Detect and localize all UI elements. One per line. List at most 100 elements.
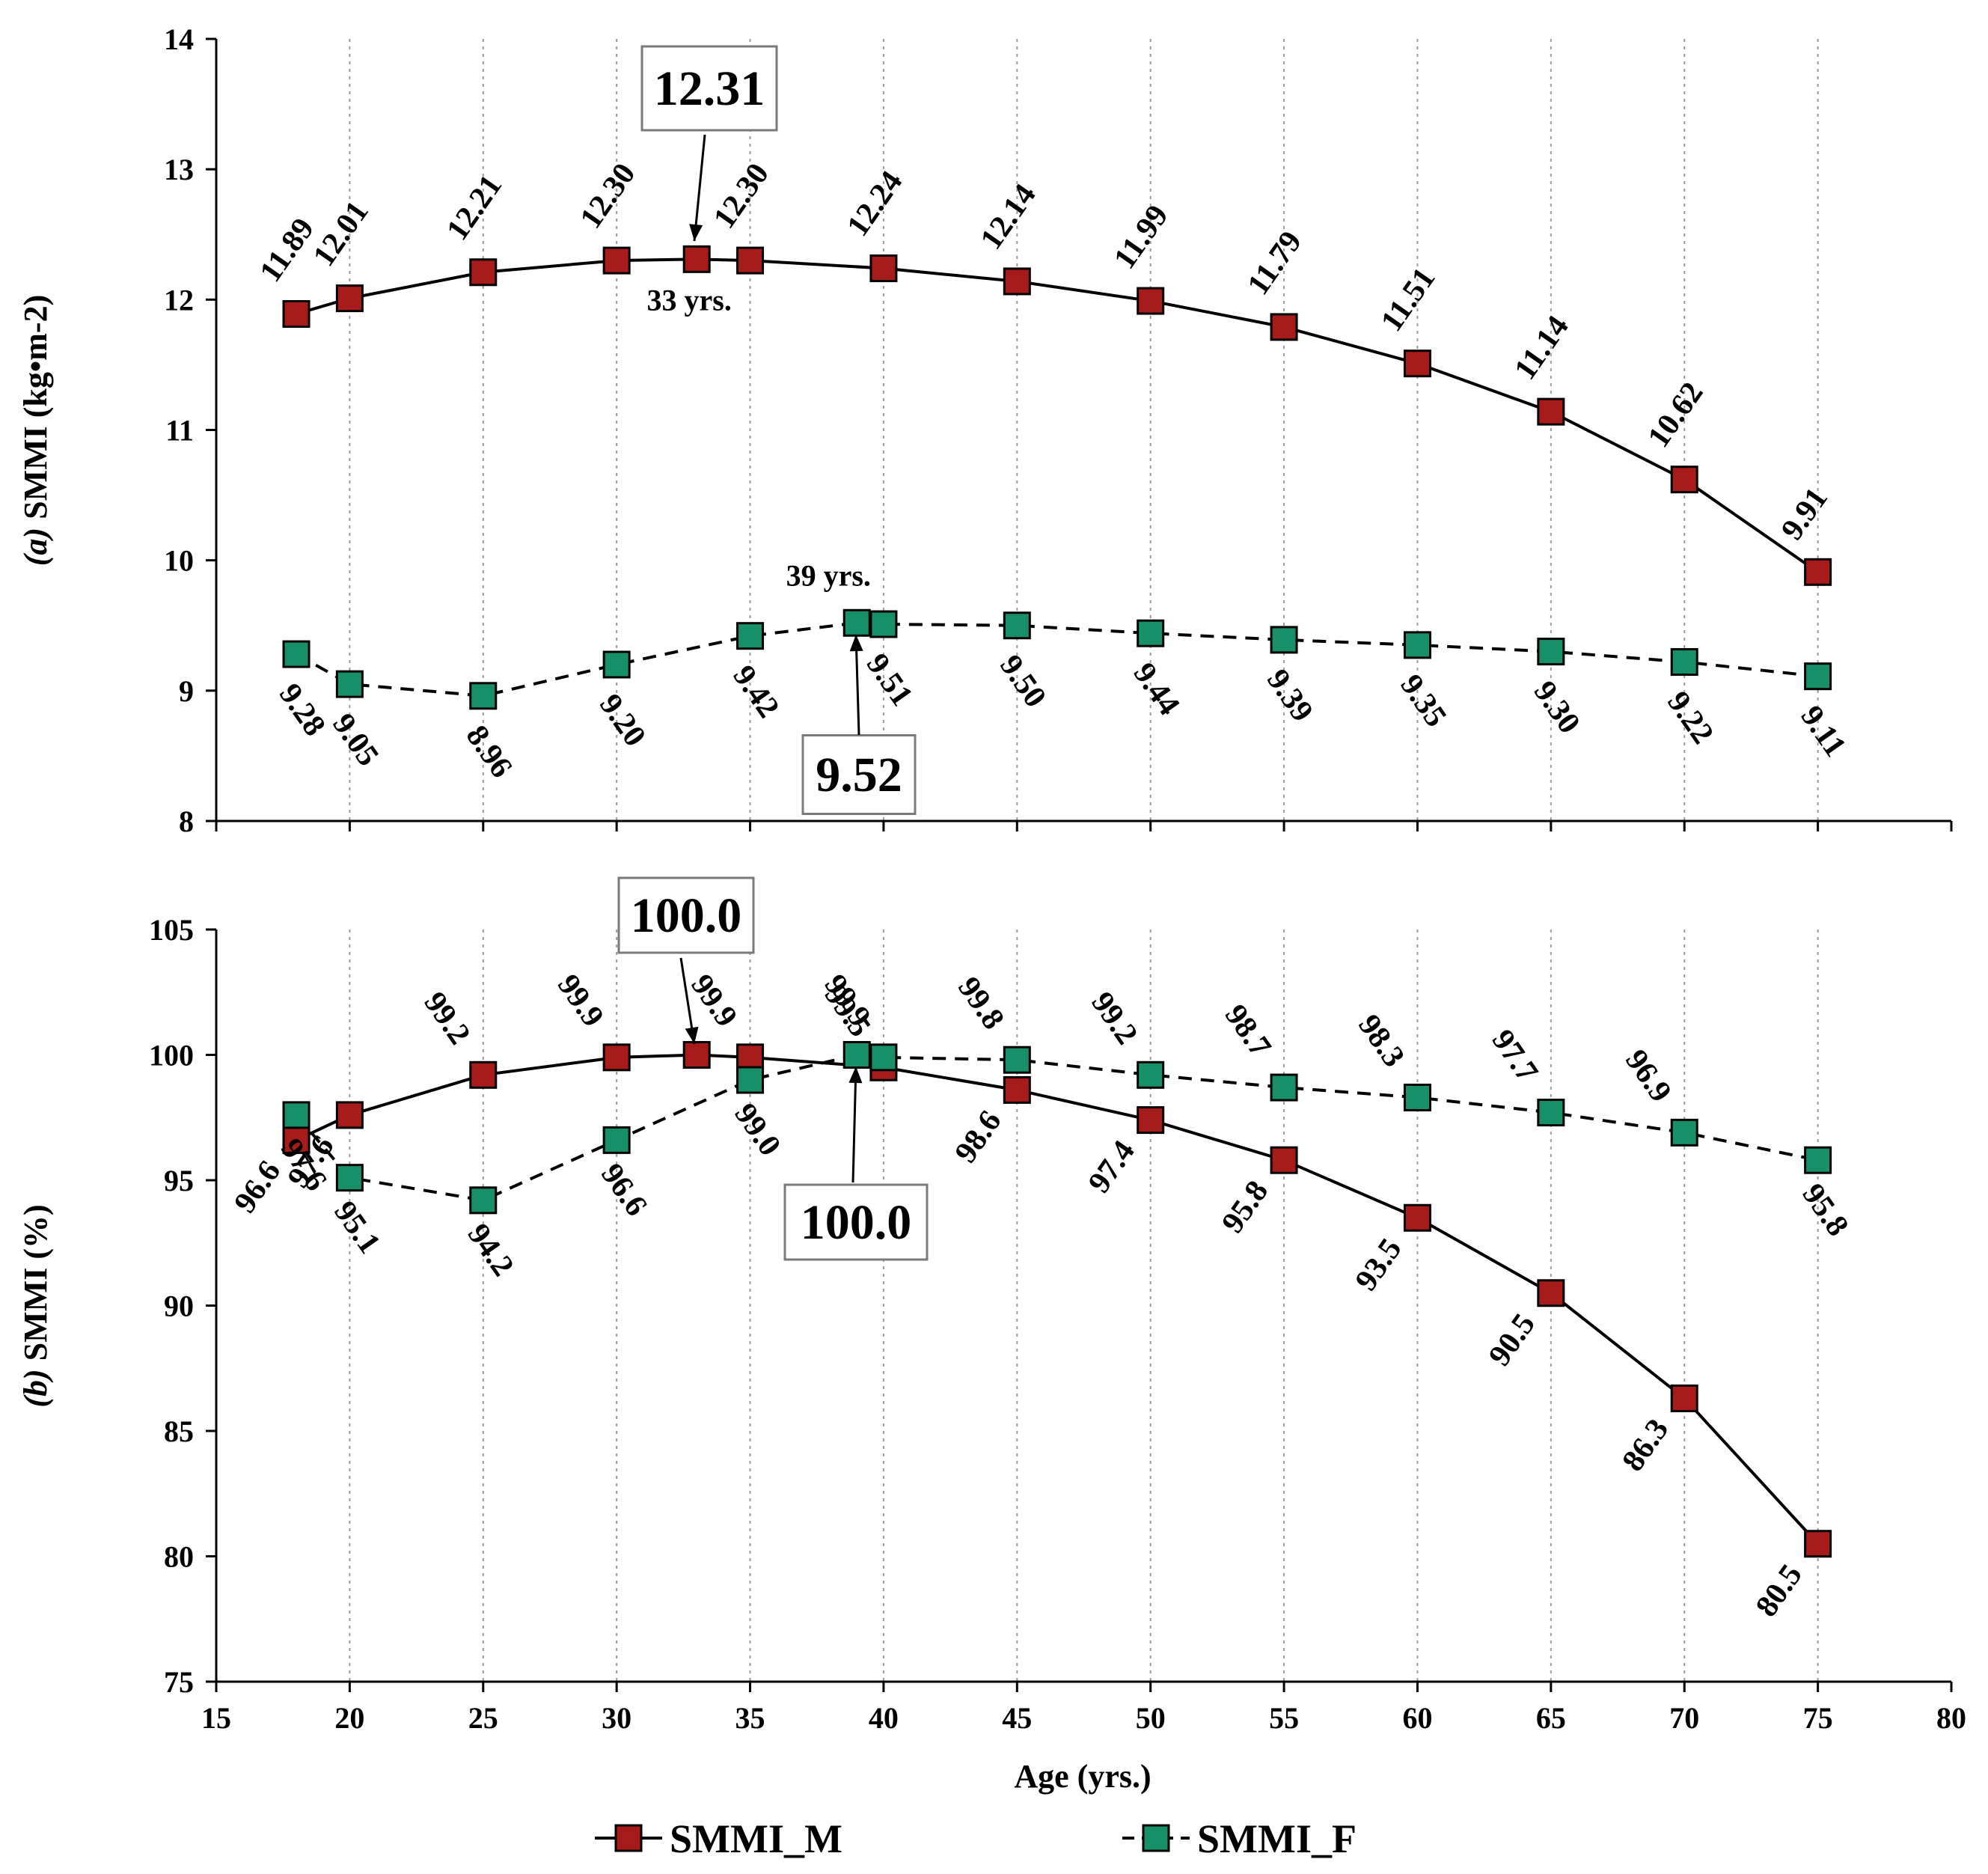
data-point	[335, 284, 364, 313]
x-tick-label: 25	[468, 1701, 498, 1735]
data-point	[1270, 313, 1298, 341]
data-label: 12.21	[440, 169, 509, 247]
callout-arrowhead	[685, 1026, 699, 1044]
callout-box	[640, 45, 778, 132]
data-point	[1670, 1384, 1698, 1412]
y-axis-title: (b) SMMI (%)	[17, 1204, 54, 1407]
data-point	[1670, 1118, 1698, 1147]
panel-b: 75 80 85 90 95 100 105 15 20 25 30 35 40 45 50 55 60 65 70…	[17, 876, 1966, 1735]
y-tick-label: 9	[179, 674, 194, 708]
data-label: 95.8	[1795, 1178, 1855, 1243]
data-label: 98.7	[1218, 998, 1278, 1063]
data-label: 9.11	[1793, 700, 1853, 763]
y-tick-label: 85	[164, 1414, 194, 1448]
data-point	[1003, 267, 1031, 296]
data-label: 98.3	[1351, 1009, 1411, 1074]
data-label: 9.42	[726, 659, 786, 724]
y-tick-label: 13	[164, 153, 194, 186]
data-label: 12.14	[974, 178, 1043, 256]
data-label: 96.9	[1618, 1043, 1678, 1108]
callout-value: 9.52	[816, 748, 902, 802]
data-point	[1137, 619, 1165, 647]
data-point	[1403, 1203, 1431, 1232]
data-point	[469, 1186, 498, 1215]
data-label: 12.24	[840, 165, 909, 242]
data-point	[1804, 1530, 1832, 1558]
callout-arrow	[854, 634, 860, 736]
data-point	[1804, 662, 1832, 691]
data-label: 11.14	[1508, 310, 1576, 386]
callout-arrowhead	[849, 635, 863, 652]
data-point	[682, 1041, 711, 1069]
data-point	[869, 610, 898, 638]
y-tick-label: 95	[164, 1164, 194, 1197]
data-point	[602, 650, 631, 679]
data-point	[1537, 1099, 1565, 1127]
data-point	[1003, 1075, 1031, 1104]
x-tick-label: 80	[1936, 1701, 1966, 1735]
data-label: 9.05	[325, 707, 385, 772]
series-line-smmi-m	[296, 257, 1819, 573]
data-label: 9.35	[1393, 668, 1453, 733]
data-label: 95.1	[327, 1195, 387, 1260]
data-point	[1270, 1146, 1298, 1174]
peak-age-note: 39 yrs.	[786, 558, 871, 592]
callout-box	[783, 1183, 929, 1261]
y-tick-label: 80	[164, 1540, 194, 1574]
data-point	[602, 1126, 631, 1154]
x-tick-label: 40	[869, 1701, 899, 1735]
data-label: 9.39	[1260, 663, 1320, 728]
series-line-smmi-m	[296, 1053, 1820, 1545]
y-tick-label: 75	[164, 1665, 194, 1699]
y-tick-label: 100	[149, 1039, 194, 1072]
x-tick-label: 70	[1669, 1701, 1699, 1735]
callout-value: 12.31	[654, 61, 765, 116]
data-label: 93.5	[1349, 1233, 1409, 1298]
data-point	[682, 245, 711, 273]
x-tick-label: 65	[1536, 1701, 1566, 1735]
data-point	[1403, 1083, 1431, 1111]
x-tick-label: 60	[1402, 1701, 1432, 1735]
data-label: 97.7	[1484, 1024, 1544, 1089]
data-label: 10.62	[1642, 376, 1710, 454]
data-point	[602, 1043, 631, 1072]
data-label: 9.91	[1775, 481, 1835, 546]
data-label: 96.6	[227, 1155, 287, 1220]
data-label: 9.20	[593, 688, 652, 753]
y-tick-label: 12	[164, 283, 194, 317]
callout-value: 100.0	[631, 888, 742, 943]
callout-arrowhead	[848, 1066, 863, 1084]
data-label: 95.8	[1215, 1175, 1275, 1240]
data-label: 8.96	[459, 719, 519, 784]
data-label: 98.6	[949, 1105, 1009, 1170]
y-axis-title-prefix: (b)	[17, 1369, 54, 1407]
series-line-smmi-f	[295, 1053, 1819, 1202]
data-label: 90.5	[1482, 1307, 1542, 1373]
legend-label-smmi-f: SMMI_F	[1197, 1816, 1357, 1861]
data-label: 99.2	[417, 986, 477, 1051]
data-label: 11.51	[1374, 262, 1443, 338]
x-tick-label: 35	[735, 1701, 765, 1735]
callout-box	[801, 734, 917, 815]
x-tick-label: 45	[1002, 1701, 1032, 1735]
data-point	[282, 640, 311, 668]
data-point	[1537, 1279, 1565, 1307]
data-point	[736, 622, 765, 650]
x-tick-label: 75	[1803, 1701, 1833, 1735]
y-tick-label: 10	[164, 544, 194, 578]
data-point	[1270, 1073, 1298, 1102]
callout-arrowhead	[689, 224, 703, 241]
x-tick-label: 15	[201, 1701, 231, 1735]
data-point	[469, 258, 498, 287]
y-axis-title-text: SMMI (kg•m-2)	[17, 295, 54, 528]
x-tick-label: 30	[602, 1701, 631, 1735]
peak-age-note: 33 yrs.	[647, 283, 732, 317]
series-line-smmi-f	[296, 621, 1818, 698]
x-axis-title: Age (yrs.)	[1014, 1758, 1151, 1795]
data-label: 12.30	[707, 157, 776, 235]
data-point	[842, 608, 871, 637]
data-point	[1537, 638, 1565, 666]
y-axis-title: (a) SMMI (kg•m-2)	[17, 295, 54, 566]
y-tick-label: 105	[149, 913, 194, 947]
